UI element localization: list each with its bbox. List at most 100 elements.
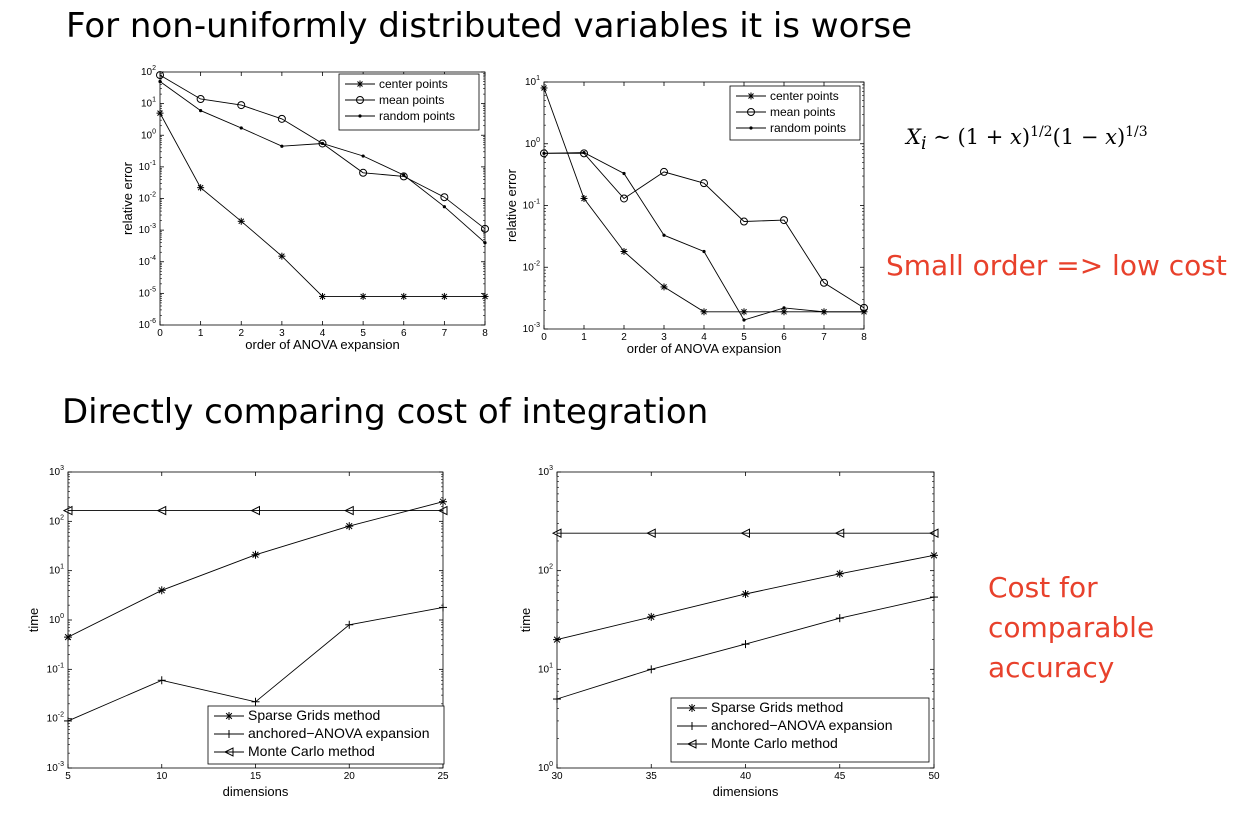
note-cost-line-3: accuracy [988, 651, 1115, 684]
data-point [647, 665, 656, 674]
formula-rel: ∼ (1 + [926, 125, 1011, 149]
legend-marker [225, 712, 233, 720]
data-point [64, 633, 72, 642]
y-tick-label: 101 [141, 97, 156, 110]
data-point [822, 310, 826, 314]
data-point [740, 308, 748, 316]
legend-marker [356, 80, 364, 88]
data-point [437, 505, 448, 516]
x-tick-label: 45 [834, 771, 846, 782]
y-axis-label: relative error [120, 161, 135, 235]
legend-box [670, 697, 930, 763]
top-heading: For non-uniformly distributed variables … [66, 6, 913, 46]
x-tick-label: 3 [279, 328, 285, 339]
series-center-points [540, 84, 868, 316]
x-tick-label: 2 [238, 328, 244, 339]
data-point [62, 505, 73, 516]
formula-lhs: X [906, 125, 921, 149]
formula-x1: x [1010, 125, 1022, 149]
x-tick-label: 35 [646, 771, 658, 782]
data-point [156, 71, 164, 80]
formula-x2: x [1105, 125, 1117, 149]
legend: Sparse Grids method anchored−ANOVA expans… [670, 697, 930, 763]
data-point [320, 141, 325, 146]
x-tick-label: 2 [621, 332, 627, 343]
y-tick-label: 10-1 [47, 662, 64, 675]
legend-marker [356, 96, 364, 104]
y-axis-label: relative error [504, 168, 519, 242]
data-point [197, 184, 205, 192]
y-tick-label: 101 [49, 564, 64, 577]
data-point [439, 497, 447, 506]
series-mean-points [540, 149, 868, 312]
y-tick-label: 10-5 [139, 286, 156, 299]
series-sparse-grids-method [64, 497, 447, 642]
data-point [930, 593, 938, 602]
series-random-points [158, 79, 487, 245]
x-tick-label: 7 [442, 328, 448, 339]
data-point [251, 697, 260, 706]
bottom-heading: Directly comparing cost of integration [62, 392, 709, 432]
formula-exp2: 1/3 [1125, 124, 1148, 140]
x-tick-label: 15 [250, 771, 262, 782]
y-tick-label: 102 [141, 65, 156, 78]
x-tick-label: 4 [320, 328, 326, 339]
data-point [440, 292, 448, 300]
y-axis-label: time [518, 608, 533, 633]
x-tick-label: 7 [821, 332, 827, 343]
data-point [439, 603, 447, 612]
note-small-order: Small order => low cost [886, 249, 1227, 282]
note-cost-line-1: Cost for [988, 571, 1098, 604]
y-tick-label: 103 [49, 465, 64, 478]
data-point [700, 179, 708, 188]
legend-label: center points [770, 89, 839, 103]
legend-marker [747, 92, 755, 100]
y-tick-label: 10-6 [139, 318, 156, 331]
data-point [862, 310, 866, 314]
y-tick-label: 10-4 [139, 255, 156, 268]
data-point [660, 167, 668, 176]
legend-label: Monte Carlo method [711, 735, 838, 751]
series-center-points [156, 109, 489, 300]
formula-mid: (1 − [1052, 125, 1106, 149]
legend-marker [688, 704, 696, 712]
data-point [64, 716, 72, 725]
data-point [156, 505, 167, 516]
y-tick-label: 100 [525, 137, 540, 150]
data-point [780, 216, 788, 225]
data-point [660, 283, 668, 291]
data-point [700, 308, 708, 316]
x-tick-label: 6 [781, 332, 787, 343]
data-point [782, 306, 786, 310]
data-point [620, 247, 628, 255]
legend-label: Monte Carlo method [248, 743, 375, 759]
y-tick-label: 10-2 [47, 712, 64, 725]
y-tick-label: 101 [538, 662, 553, 675]
x-tick-label: 1 [198, 328, 204, 339]
data-point [542, 151, 546, 155]
data-point [196, 95, 205, 104]
formula-p2: ) [1116, 125, 1126, 149]
data-point [359, 292, 367, 300]
x-tick-label: 5 [360, 328, 366, 339]
data-point [622, 171, 626, 176]
formula-p1: ) [1021, 125, 1031, 149]
series-monte-carlo-method [62, 505, 448, 516]
data-point [820, 278, 828, 287]
x-tick-label: 8 [861, 332, 867, 343]
y-tick-label: 100 [141, 128, 156, 141]
data-point [237, 217, 245, 225]
distribution-formula: Xi ∼ (1 + x)1/2(1 − x)1/3 [906, 124, 1148, 154]
data-point [553, 635, 561, 644]
data-point [399, 172, 408, 181]
x-tick-label: 20 [344, 771, 356, 782]
note-cost-line-2: comparable [988, 611, 1155, 644]
legend-label: mean points [379, 93, 444, 107]
data-point [345, 620, 354, 629]
x-tick-label: 25 [437, 771, 449, 782]
series-line [544, 152, 865, 309]
x-tick-label: 1 [581, 332, 587, 343]
